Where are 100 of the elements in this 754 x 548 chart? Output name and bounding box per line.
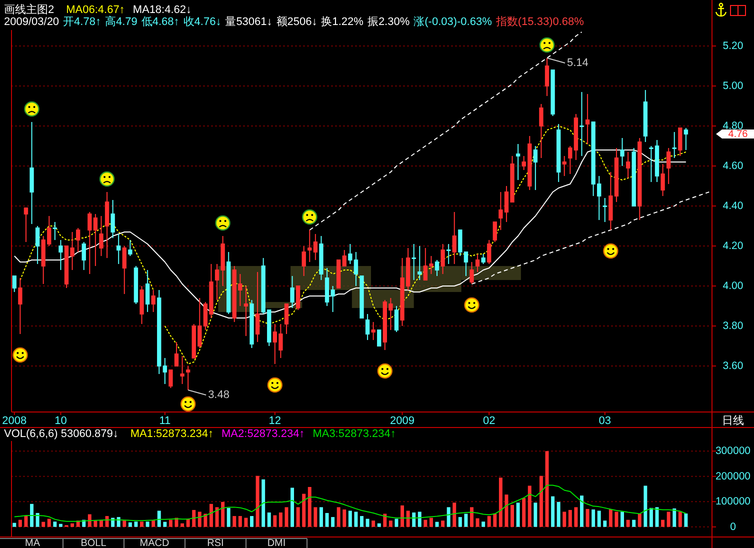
candlestick — [562, 156, 566, 176]
bar — [140, 522, 144, 527]
bar — [152, 520, 156, 527]
bar — [394, 518, 398, 527]
bar — [180, 523, 184, 527]
text: MA3:52873.234↑ — [312, 428, 396, 440]
bar — [88, 514, 92, 527]
bar — [232, 516, 236, 527]
bar — [186, 518, 190, 527]
bar — [296, 507, 300, 527]
bar — [400, 505, 404, 527]
bar — [528, 486, 532, 527]
bar — [168, 520, 172, 527]
candlestick — [168, 370, 173, 388]
text: 涨(-0.03)-0.63% — [414, 16, 492, 28]
bar — [603, 520, 607, 527]
bar — [632, 520, 636, 527]
bar — [221, 502, 225, 527]
bar — [464, 514, 468, 527]
text: 量53061↓ — [225, 16, 272, 28]
candlestick — [313, 234, 318, 260]
bar — [18, 520, 22, 527]
candlestick — [626, 152, 630, 178]
candlestick — [342, 250, 346, 266]
bar — [262, 479, 266, 527]
bar — [377, 523, 381, 527]
bar — [198, 512, 202, 527]
bar — [608, 509, 612, 527]
candlestick — [418, 246, 422, 280]
bar — [47, 518, 51, 527]
candlestick — [516, 144, 520, 180]
y-tick-label: 300000 — [715, 445, 751, 458]
y-tick-label: 0 — [730, 520, 736, 533]
bar — [562, 512, 566, 527]
bar — [678, 512, 682, 527]
bar — [267, 512, 271, 527]
candlestick — [544, 58, 550, 96]
candlestick — [533, 146, 538, 190]
bar — [314, 507, 318, 527]
text: MA18:4.62↓ — [132, 4, 192, 16]
bar — [539, 476, 543, 527]
bar — [638, 514, 642, 527]
y-tick-label: 5.20 — [722, 40, 744, 52]
x-tick-label: 2008 — [2, 415, 27, 427]
text: 指数(15.33)0.68% — [494, 16, 584, 28]
candlestick — [30, 122, 34, 224]
bar — [273, 515, 277, 527]
bar — [331, 517, 335, 527]
candlestick — [620, 138, 624, 166]
text: MA — [25, 538, 40, 548]
bar — [256, 476, 260, 527]
x-axis-title: 日线 — [722, 414, 744, 427]
bar — [592, 509, 596, 527]
bar — [412, 512, 416, 527]
bar — [476, 518, 480, 527]
bar — [504, 494, 508, 527]
bar — [319, 507, 323, 527]
y-tick-label: 4.40 — [722, 200, 744, 212]
bar — [574, 507, 578, 527]
annotation: 3.48 — [208, 389, 230, 401]
candlestick — [88, 212, 92, 274]
candlestick — [556, 124, 561, 182]
bar — [215, 507, 219, 527]
candlestick — [440, 244, 445, 274]
bar — [244, 518, 248, 527]
candlestick — [24, 208, 28, 242]
y-tick-label: 4.00 — [722, 280, 744, 292]
chart-title: 画线主图2 — [4, 3, 54, 16]
bar — [204, 514, 208, 527]
text: DMI — [267, 538, 286, 548]
candlestick — [360, 276, 364, 318]
bar — [516, 502, 520, 527]
candlestick — [116, 234, 121, 264]
bar — [482, 522, 486, 527]
bar — [116, 517, 120, 527]
candlestick — [93, 214, 98, 266]
candlestick — [446, 244, 451, 264]
candlestick — [672, 132, 676, 158]
text: 换1.22% — [321, 16, 364, 28]
bar — [388, 520, 392, 527]
candlestick — [434, 260, 440, 276]
candlestick — [174, 342, 179, 366]
candlestick — [104, 192, 110, 258]
bar — [308, 486, 312, 527]
candlestick — [319, 236, 324, 280]
bar — [644, 486, 648, 527]
bar — [522, 498, 526, 527]
bar — [226, 508, 230, 527]
bar — [36, 513, 40, 527]
bar — [302, 494, 306, 527]
bar — [122, 520, 126, 527]
bar — [146, 522, 150, 527]
bar — [586, 508, 590, 527]
bar — [470, 507, 474, 527]
y-tick-label: 100000 — [715, 496, 751, 508]
bar — [163, 522, 167, 527]
bar — [429, 518, 433, 527]
candlestick — [585, 94, 590, 144]
candlestick — [602, 198, 607, 222]
candlestick — [666, 148, 671, 184]
